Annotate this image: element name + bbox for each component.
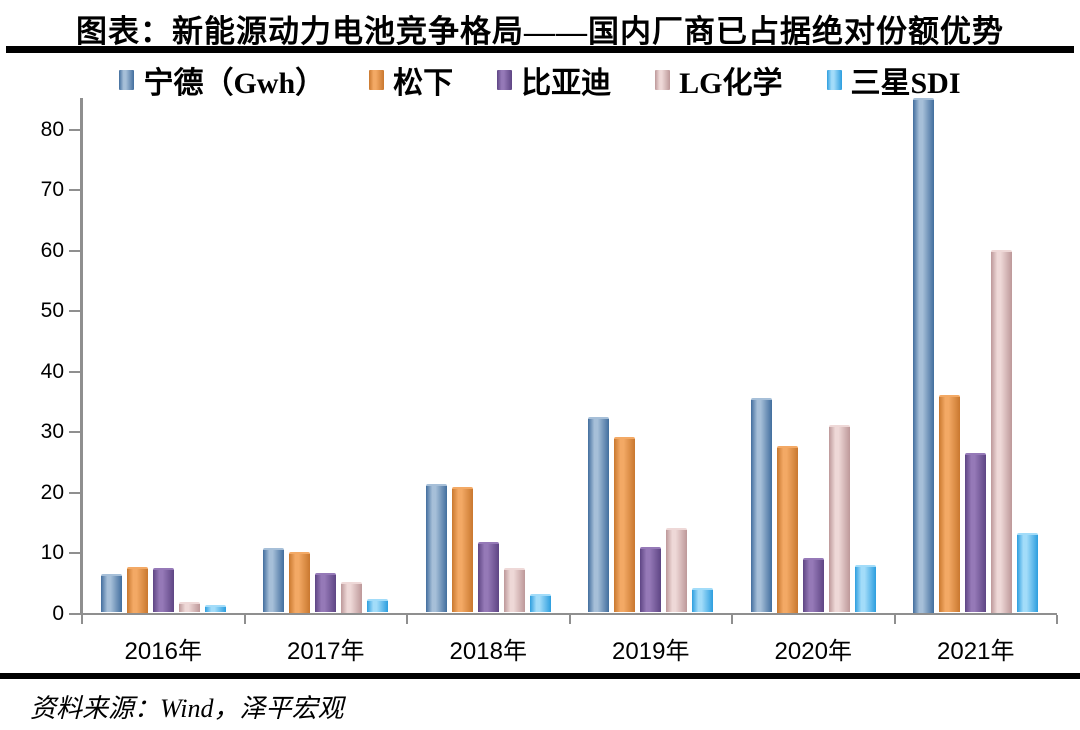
x-axis-tick [1056,615,1058,624]
legend-label: 三星SDI [850,67,961,100]
legend-label: 松下 [393,67,454,100]
y-axis-tick [69,552,81,554]
x-axis-label: 2017年 [287,638,365,665]
bar-2019年-比亚迪 [640,547,662,613]
bar-2021年-宁德（Gwh） [913,98,935,613]
bar-2020年-比亚迪 [802,558,824,613]
chart-legend: 宁德（Gwh） 松下 比亚迪 LG化学 三星SDI [0,58,1080,102]
bar-2018年-三星SDI [529,594,551,613]
y-tick-label: 20 [40,480,64,504]
bar-2017年-LG化学 [341,582,363,613]
bar-2018年-松下 [451,487,473,613]
footer-divider [0,673,1080,679]
x-axis-tick [568,615,571,624]
x-axis-line [69,612,1057,615]
y-tick-label: 40 [40,359,64,383]
y-axis-line [80,98,83,615]
legend-item-5: 三星SDI [826,58,961,102]
y-tick-label: 50 [40,299,64,322]
legend-label: 比亚迪 [521,67,612,100]
legend-label: LG化学 [679,67,783,100]
x-axis-tick [893,615,896,624]
legend-swatch-icon [497,70,513,90]
y-tick-label: 70 [40,178,64,201]
legend-swatch-icon [119,70,135,90]
legend-item-2: 松下 [369,58,453,102]
x-axis-label: 2021年 [937,638,1015,665]
bar-2020年-三星SDI [854,565,876,613]
y-axis-tick [69,189,81,191]
bar-2019年-三星SDI [692,588,714,613]
y-axis-tick [69,370,81,373]
bar-2016年-松下 [126,567,148,613]
y-tick-label: 60 [40,238,64,262]
y-tick-label: 30 [40,420,64,443]
legend-item-4: LG化学 [655,58,783,102]
legend-swatch-icon [369,70,385,90]
bar-2017年-三星SDI [367,598,389,613]
legend-item-1: 宁德（Gwh） [119,58,325,102]
y-axis-tick [69,491,81,494]
y-tick-label: 80 [40,117,64,141]
source-note: 资料来源：Wind，泽平宏观 [30,694,344,723]
x-axis-label: 2019年 [612,638,690,665]
y-axis-tick [69,310,81,312]
bar-2017年-宁德（Gwh） [263,547,285,613]
bar-2016年-比亚迪 [152,568,174,613]
bar-2017年-松下 [289,552,311,613]
bar-2020年-LG化学 [828,424,850,613]
x-axis-tick [406,615,408,624]
y-axis-tick [69,128,81,131]
bar-2016年-三星SDI [204,605,226,613]
title-divider [6,46,1074,53]
bar-2019年-宁德（Gwh） [588,417,610,613]
legend-item-3: 比亚迪 [497,58,611,102]
bar-2017年-比亚迪 [315,573,337,613]
bar-2021年-比亚迪 [965,453,987,613]
bar-2021年-三星SDI [1017,532,1039,613]
bar-2018年-宁德（Gwh） [425,483,447,613]
chart-title: 图表：新能源动力电池竞争格局——国内厂商已占据绝对份额优势 [76,14,1004,49]
x-axis-label: 2016年 [124,638,202,665]
bar-2020年-松下 [776,446,798,613]
y-axis-tick [69,249,81,252]
x-axis-label: 2020年 [774,638,852,665]
y-axis-tick [69,431,81,433]
legend-swatch-icon [655,70,671,90]
bar-2020年-宁德（Gwh） [750,398,772,613]
x-axis-label: 2018年 [449,638,527,665]
bar-2016年-LG化学 [178,601,200,613]
bar-2019年-松下 [614,437,636,613]
y-tick-label: 0 [52,601,64,625]
y-tick-label: 10 [40,541,64,564]
legend-swatch-icon [826,70,842,90]
x-axis-tick [81,615,83,624]
bar-2021年-LG化学 [991,249,1013,613]
bar-2019年-LG化学 [666,527,688,613]
bar-2016年-宁德（Gwh） [100,573,122,613]
y-axis-tick [69,612,81,615]
legend-label: 宁德（Gwh） [143,67,326,100]
x-axis-tick [243,615,246,624]
x-axis-tick [731,615,733,624]
bar-2021年-松下 [939,394,961,613]
bar-2018年-LG化学 [503,567,525,613]
bar-2018年-比亚迪 [477,542,499,613]
